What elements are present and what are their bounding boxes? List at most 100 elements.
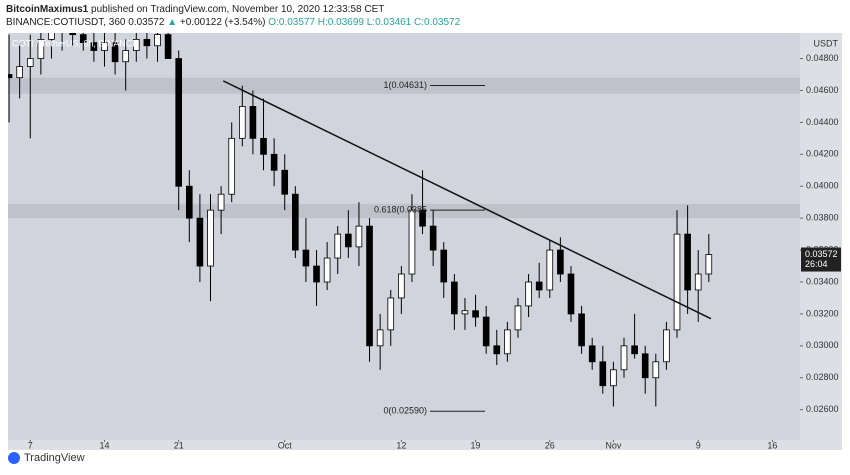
- candle-body: [366, 225, 373, 347]
- zone: [8, 203, 800, 219]
- candle-body: [546, 249, 554, 291]
- x-tick-label: 9: [696, 440, 701, 450]
- candle-body: [345, 233, 352, 248]
- candle-body: [578, 313, 585, 347]
- candle-body: [387, 297, 395, 331]
- candle-body: [610, 369, 617, 387]
- candle-body: [588, 345, 596, 363]
- candle-body: [48, 33, 55, 40]
- candle-body: [482, 316, 490, 347]
- low: L:0.03461: [367, 17, 412, 28]
- candle-body: [440, 249, 448, 283]
- candle-body: [535, 281, 543, 291]
- fib-label: 1(0.04631): [383, 80, 427, 90]
- header-line-2: BINANCE:COTIUSDT, 360 0.03572 ▲ +0.00122…: [6, 17, 461, 28]
- candle-body: [641, 353, 649, 379]
- close: C:0.03572: [414, 17, 461, 28]
- candle-body: [313, 265, 320, 283]
- candle-body: [652, 361, 660, 379]
- x-tick-label: 14: [99, 440, 109, 450]
- candle-body: [429, 225, 437, 251]
- candle-body: [185, 185, 193, 219]
- candle-body: [154, 34, 161, 47]
- candle-body: [673, 233, 681, 331]
- candle-body: [175, 58, 183, 187]
- y-tick-label: 0.02800: [806, 372, 839, 382]
- y-tick-label: 0.03200: [806, 308, 839, 318]
- candle-body: [196, 217, 204, 267]
- plot-background: [8, 33, 800, 440]
- fib-label: 0.618(0.0385: [374, 205, 427, 215]
- candle-body: [493, 345, 501, 355]
- candle-body: [122, 50, 130, 63]
- candle-body: [207, 209, 214, 267]
- price-axis: [800, 33, 842, 450]
- candle-body: [249, 106, 257, 139]
- y-tick-label: 0.03800: [806, 213, 839, 223]
- candle-body: [684, 233, 691, 291]
- header-line-1: BitcoinMaximus1 published on TradingView…: [6, 4, 384, 15]
- open: O:0.03577: [268, 17, 315, 28]
- candle-body: [238, 106, 246, 139]
- author: BitcoinMaximus1: [6, 4, 89, 15]
- candle-body: [355, 225, 363, 248]
- candle-body: [323, 257, 331, 283]
- x-tick-label: Oct: [278, 440, 293, 450]
- candle-body: [260, 137, 267, 155]
- candle-body: [557, 249, 564, 275]
- candle-body: [599, 361, 607, 387]
- footer-logo: TradingView: [8, 452, 85, 464]
- candle-body: [292, 193, 299, 251]
- x-tick-label: 12: [396, 440, 406, 450]
- candle-body: [79, 34, 87, 43]
- candle-body: [69, 33, 76, 35]
- candle-body: [451, 281, 458, 315]
- candle-body: [111, 42, 119, 63]
- candle-body: [376, 329, 384, 347]
- countdown: 26:04: [805, 259, 828, 269]
- change: +0.00122 (+3.54%): [180, 17, 266, 28]
- candle-body: [281, 169, 289, 195]
- y-axis-label: USDT: [814, 38, 839, 48]
- chart-title: COTI / TetherUS, 6h, BINANCE: [12, 38, 138, 48]
- candle-body: [514, 305, 522, 331]
- x-tick-label: 26: [545, 440, 555, 450]
- candle-body: [26, 58, 34, 67]
- y-tick-label: 0.02600: [806, 404, 839, 414]
- y-tick-label: 0.04800: [806, 53, 839, 63]
- x-tick-label: 21: [174, 440, 184, 450]
- footer-text: TradingView: [24, 452, 85, 464]
- candle-body: [472, 310, 479, 318]
- zone: [8, 77, 800, 94]
- last-price-box: [801, 247, 841, 272]
- price: 0.03572: [128, 17, 165, 28]
- candle-body: [525, 281, 532, 307]
- candle-body: [270, 153, 278, 171]
- symbol: BINANCE:COTIUSDT, 360: [6, 17, 126, 28]
- y-tick-label: 0.03000: [806, 340, 839, 350]
- high: H:0.03699: [318, 17, 365, 28]
- y-tick-label: 0.04000: [806, 181, 839, 191]
- trendline: [222, 80, 712, 320]
- y-tick-label: 0.04600: [806, 85, 839, 95]
- candle-body: [8, 74, 13, 79]
- candle-body: [37, 38, 45, 59]
- y-tick-label: 0.04400: [806, 117, 839, 127]
- plot: [8, 33, 800, 407]
- candle-body: [164, 34, 172, 59]
- candle-body: [132, 38, 140, 51]
- candle-body: [461, 310, 469, 315]
- candle-body: [228, 137, 236, 195]
- x-tick-label: Nov: [605, 440, 622, 450]
- fib-label: 0(0.02590): [383, 406, 427, 416]
- logo-icon: [8, 452, 20, 464]
- candle-body: [398, 273, 405, 299]
- time-axis: [8, 440, 800, 450]
- candle-body: [101, 42, 108, 51]
- candle-body: [419, 209, 426, 227]
- candle-body: [694, 273, 702, 291]
- candle-body: [334, 233, 342, 259]
- candle-body: [504, 329, 511, 355]
- candle-body: [567, 273, 575, 315]
